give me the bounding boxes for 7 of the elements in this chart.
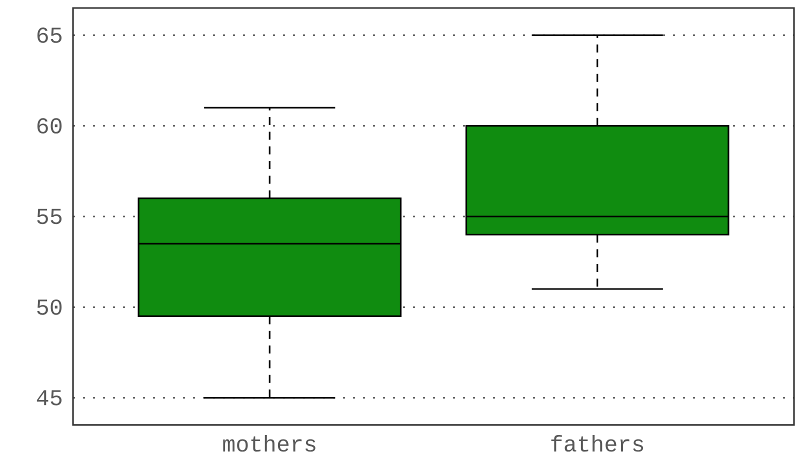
- y-tick-label: 60: [37, 118, 62, 134]
- x-tick-label: fathers: [551, 435, 644, 452]
- x-tick-label: mothers: [223, 435, 316, 452]
- y-tick-label: 55: [37, 208, 62, 224]
- y-tick-label: 50: [37, 299, 62, 315]
- y-tick-label: 45: [36, 390, 62, 406]
- y-tick-label: 65: [37, 28, 62, 43]
